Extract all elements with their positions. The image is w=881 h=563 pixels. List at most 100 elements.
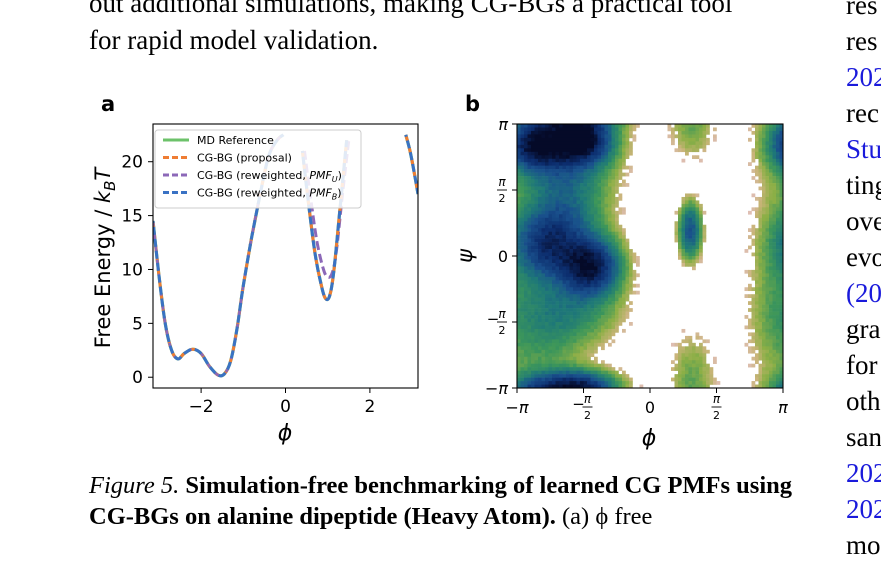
heatmap-cell xyxy=(604,273,609,278)
right-column-line[interactable]: 202 xyxy=(846,458,881,488)
heatmap-cell xyxy=(545,242,549,246)
heatmap-cell xyxy=(625,127,630,132)
heatmap-cell xyxy=(573,276,577,281)
heatmap-cell xyxy=(545,134,549,139)
heatmap-cell xyxy=(545,214,549,219)
heatmap-cell xyxy=(594,252,598,257)
heatmap-cell xyxy=(538,353,542,358)
heatmap-cell xyxy=(776,367,780,371)
heatmap-cell xyxy=(548,137,553,142)
heatmap-cell xyxy=(702,370,707,375)
heatmap-cell xyxy=(755,322,759,326)
legend-label: MD Reference xyxy=(197,134,274,147)
heatmap-cell xyxy=(685,137,689,142)
heatmap-cell xyxy=(692,235,696,239)
heatmap-cell xyxy=(685,346,689,351)
heatmap-cell xyxy=(541,221,546,226)
heatmap-cell xyxy=(769,259,773,264)
heatmap-cell xyxy=(573,315,577,319)
heatmap-cell xyxy=(566,318,570,323)
heatmap-cell xyxy=(618,169,623,173)
right-column-line[interactable]: (20 xyxy=(846,278,881,308)
heatmap-cell xyxy=(555,183,560,187)
heatmap-cell xyxy=(552,214,556,219)
heatmap-cell xyxy=(583,162,588,166)
heatmap-cell xyxy=(573,360,577,364)
heatmap-cell xyxy=(552,235,556,239)
heatmap-cell xyxy=(772,130,777,135)
heatmap-cell xyxy=(594,176,598,180)
heatmap-cell xyxy=(517,217,521,222)
heatmap-cell xyxy=(552,228,556,232)
heatmap-cell xyxy=(531,214,535,219)
heatmap-cell xyxy=(604,176,609,180)
heatmap-cell xyxy=(608,315,612,319)
heatmap-cell xyxy=(779,203,784,208)
heatmap-cell xyxy=(524,367,528,371)
heatmap-cell xyxy=(527,370,532,375)
heatmap-cell xyxy=(573,124,577,128)
heatmap-cell xyxy=(748,332,752,337)
heatmap-cell xyxy=(772,262,777,267)
heatmap-cell xyxy=(534,269,539,274)
heatmap-cell xyxy=(594,238,598,243)
heatmap-cell xyxy=(776,328,780,333)
heatmap-cell xyxy=(545,356,549,361)
heatmap-cell xyxy=(601,276,605,281)
heatmap-cell xyxy=(524,283,528,288)
heatmap-cell xyxy=(559,190,563,194)
heatmap-cell xyxy=(695,127,700,132)
heatmap-cell xyxy=(573,165,577,170)
heatmap-cell xyxy=(587,322,591,326)
heatmap-cell xyxy=(611,203,616,208)
heatmap-cell xyxy=(545,325,549,330)
heatmap-cell xyxy=(524,353,528,358)
heatmap-cell xyxy=(580,158,584,163)
heatmap-cell xyxy=(541,193,546,198)
heatmap-cell xyxy=(576,346,581,351)
heatmap-cell xyxy=(545,190,549,194)
heatmap-cell xyxy=(604,297,609,302)
heatmap-cell xyxy=(548,221,553,226)
heatmap-cell xyxy=(779,214,784,219)
heatmap-cell xyxy=(569,210,574,215)
heatmap-cell xyxy=(681,367,686,371)
heatmap-cell xyxy=(615,238,619,243)
heatmap-cell xyxy=(587,186,591,191)
heatmap-cell xyxy=(548,124,553,128)
heatmap-cell xyxy=(583,269,588,274)
heatmap-cell xyxy=(520,124,525,128)
heatmap-cell xyxy=(748,339,752,344)
heatmap-cell xyxy=(580,374,584,378)
heatmap-cell xyxy=(517,235,521,239)
heatmap-cell xyxy=(517,183,521,187)
heatmap-cell xyxy=(681,249,686,253)
heatmap-cell xyxy=(545,179,549,184)
heatmap-cell xyxy=(611,193,616,198)
heatmap-cell xyxy=(762,308,766,312)
heatmap-cell xyxy=(566,249,570,253)
heatmap-cell xyxy=(769,315,773,319)
heatmap-cell xyxy=(713,356,717,361)
heatmap-cell xyxy=(779,276,784,281)
heatmap-cell xyxy=(524,308,528,312)
heatmap-cell xyxy=(758,137,763,142)
heatmap-cell xyxy=(524,252,528,257)
heatmap-cell xyxy=(587,290,591,295)
heatmap-cell xyxy=(587,315,591,319)
heatmap-cell xyxy=(776,176,780,180)
heatmap-cell xyxy=(538,287,542,292)
right-column-line[interactable]: 202 xyxy=(846,494,881,524)
heatmap-cell xyxy=(548,280,553,285)
right-column-line[interactable]: 202 xyxy=(846,62,881,92)
heatmap-cell xyxy=(622,144,626,149)
heatmap-cell xyxy=(632,290,637,295)
heatmap-cell xyxy=(685,130,689,135)
heatmap-cell xyxy=(776,269,780,274)
right-column-line[interactable]: Stu xyxy=(846,134,881,164)
heatmap-cell xyxy=(769,290,773,295)
heatmap-cell xyxy=(779,228,784,232)
heatmap-cell xyxy=(776,200,780,205)
heatmap-cell xyxy=(576,339,581,344)
heatmap-cell xyxy=(601,162,605,166)
